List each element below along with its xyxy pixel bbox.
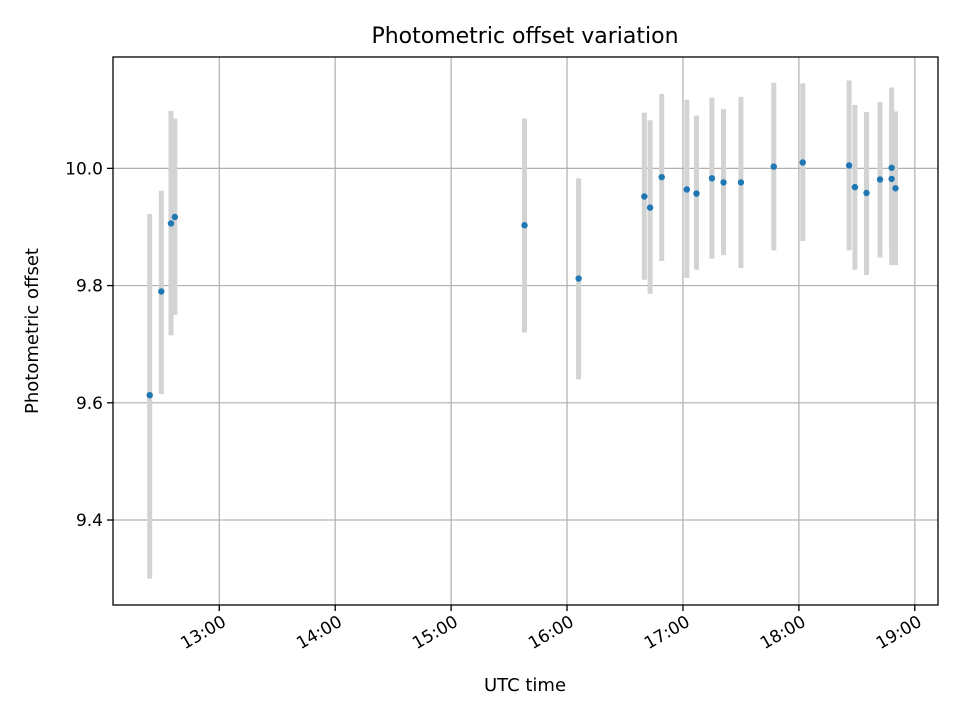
data-point <box>641 193 648 200</box>
data-point <box>888 164 895 171</box>
data-point <box>863 189 870 197</box>
data-point <box>737 179 745 186</box>
data-point <box>888 175 895 183</box>
data-point <box>851 183 859 191</box>
y-tick-label: 9.6 <box>76 394 103 414</box>
x-tick-label: 17:00 <box>641 612 693 654</box>
x-axis-label: UTC time <box>484 675 566 696</box>
data-point <box>158 288 165 295</box>
data-point <box>167 220 175 227</box>
data-point <box>521 222 528 229</box>
data-point <box>658 173 665 181</box>
data-point <box>876 176 884 183</box>
y-axis-label: Photometric offset <box>22 248 43 414</box>
x-tick-label: 16:00 <box>525 612 577 654</box>
data-points <box>146 159 899 399</box>
data-point <box>693 190 700 197</box>
data-point <box>720 179 727 186</box>
data-point <box>799 159 806 166</box>
x-tick-label: 15:00 <box>409 612 461 654</box>
x-tick-label: 14:00 <box>293 612 345 654</box>
plot-frame <box>112 56 939 606</box>
x-tick-label: 18:00 <box>757 612 809 654</box>
error-bars <box>147 80 898 579</box>
data-point <box>646 204 654 211</box>
y-tick-label: 10.0 <box>65 159 103 179</box>
chart-title: Photometric offset variation <box>371 24 678 49</box>
data-point <box>146 391 153 399</box>
x-tick-label: 13:00 <box>177 612 229 654</box>
ticks: 13:00 14:00 15:00 16:00 17:00 18:00 19:00 9.4 9.… <box>65 159 925 653</box>
y-tick-label: 9.4 <box>76 511 103 531</box>
data-point <box>575 275 582 282</box>
data-point <box>708 175 716 182</box>
y-tick-label: 9.8 <box>76 277 103 297</box>
grid <box>113 57 938 605</box>
data-point <box>892 185 899 192</box>
x-tick-label: 19:00 <box>873 612 925 654</box>
data-point <box>845 162 853 169</box>
data-point <box>770 163 777 170</box>
data-point <box>683 186 691 193</box>
data-point <box>171 213 179 221</box>
